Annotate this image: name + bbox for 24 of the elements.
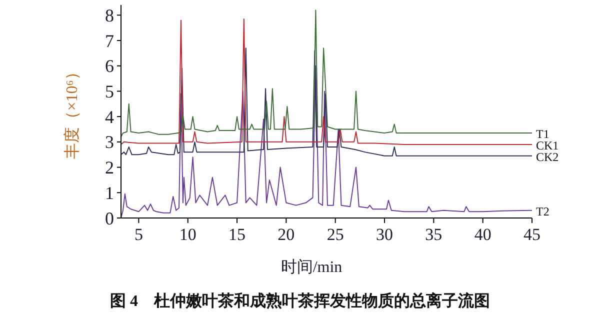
y-tick-label: 6	[105, 56, 114, 76]
y-tick-label: 4	[105, 106, 114, 127]
line-series	[120, 48, 532, 156]
x-tick-label: 35	[425, 225, 442, 244]
y-axis-title: 丰度（×10⁶）	[63, 64, 81, 159]
x-tick-label: 45	[524, 225, 540, 244]
x-axis-title: 时间/min	[280, 258, 342, 276]
y-tick-label: 7	[105, 30, 114, 51]
x-tick-label: 25	[326, 225, 344, 244]
x-tick-label: 40	[474, 225, 492, 244]
x-tick-label: 20	[278, 225, 295, 244]
text: 图 4 杜仲嫩叶茶和成熟叶茶挥发性物质的总离子流图	[110, 291, 490, 310]
y-tick-label: 5	[105, 82, 114, 102]
x-tick-label: 15	[228, 225, 246, 244]
y-tick-label: 8	[105, 5, 114, 26]
x-tick-label: 10	[179, 225, 196, 244]
x-tick-label: 30	[376, 225, 394, 244]
series-label: CK2	[536, 150, 559, 164]
y-tick-label: 3	[105, 132, 114, 152]
series-label: T2	[536, 204, 550, 218]
y-tick-label: 1	[105, 182, 114, 203]
y-tick-label: 2	[105, 158, 114, 178]
y-tick-label: 0	[105, 208, 114, 228]
x-tick-label: 5	[134, 225, 143, 244]
